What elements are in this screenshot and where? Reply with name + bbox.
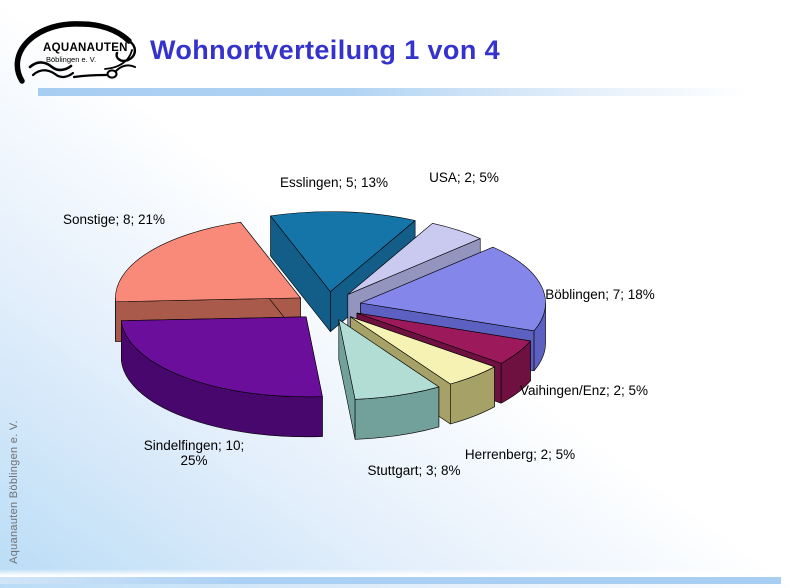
pie-slice-usa-top bbox=[347, 223, 481, 295]
vertical-footer-text: Aquanauten Böblingen e. V. bbox=[8, 420, 20, 564]
logo-splash-2 bbox=[31, 69, 75, 79]
pie-label-sindelfingen: Sindelfingen; 10; 25% bbox=[143, 438, 245, 468]
logo-splash-1 bbox=[28, 61, 73, 72]
pie-slice-sindelfingen-top bbox=[121, 316, 323, 398]
logo-text-line2: Böblingen e. V. bbox=[46, 55, 96, 64]
logo-swimmer-goggles bbox=[106, 69, 118, 79]
title-underline-bar bbox=[38, 88, 795, 96]
logo-circle-arc bbox=[14, 21, 132, 84]
pie-slice-sonstige-top bbox=[115, 221, 301, 303]
footer-blue-bar bbox=[0, 577, 781, 584]
pie-label-sonstige: Sonstige; 8; 21% bbox=[62, 211, 166, 227]
aquanauten-logo: AQUANAUTEN Böblingen e. V. bbox=[14, 21, 137, 84]
pie-slice-vaihingen-enz-top bbox=[356, 312, 531, 364]
pie-label-herrenberg: Herrenberg; 2; 5% bbox=[464, 446, 576, 462]
pie-slice-herrenberg-top bbox=[349, 316, 495, 385]
pie-slice-esslingen-top bbox=[270, 211, 416, 292]
pie-label-stuttgart: Stuttgart; 3; 8% bbox=[367, 462, 461, 478]
pie-label-boeblingen: Böblingen; 7; 18% bbox=[545, 286, 655, 302]
pie-slice-stuttgart-top bbox=[338, 319, 440, 400]
logo-text-line1: AQUANAUTEN bbox=[43, 42, 128, 54]
page-title: Wohnortverteilung 1 von 4 bbox=[150, 35, 501, 65]
logo-wave-hook bbox=[115, 39, 137, 63]
pie-label-usa: USA; 2; 5% bbox=[429, 169, 499, 185]
pie-label-vaihingen-enz: Vaihingen/Enz; 2; 5% bbox=[519, 382, 649, 398]
logo-wave-right bbox=[104, 49, 133, 70]
pie-label-esslingen: Esslingen; 5; 13% bbox=[279, 174, 389, 190]
logo-swimmer-body bbox=[72, 73, 108, 79]
pie-slice-boeblingen-top bbox=[360, 246, 546, 332]
footer-highlight-band bbox=[0, 569, 800, 577]
logo-swimmer-arm bbox=[115, 64, 136, 72]
